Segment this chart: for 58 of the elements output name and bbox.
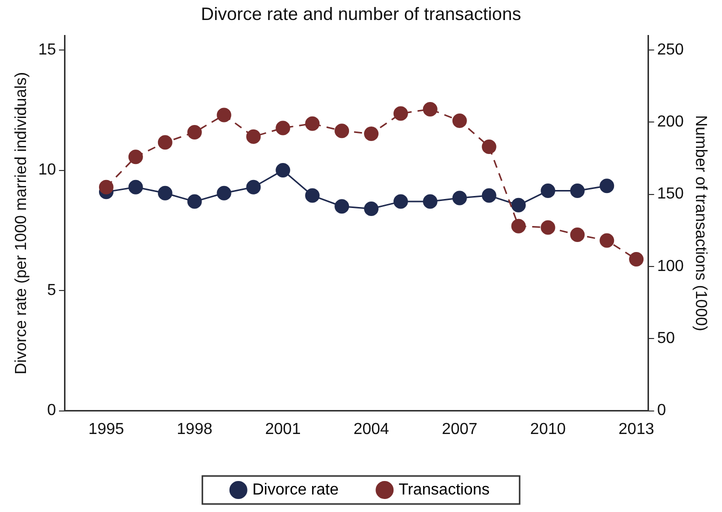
point bbox=[393, 194, 408, 209]
point bbox=[452, 113, 467, 128]
point bbox=[540, 183, 556, 198]
x-tick-label: 2013 bbox=[618, 420, 654, 438]
y2-tick-label: 0 bbox=[657, 402, 666, 420]
point bbox=[422, 102, 438, 116]
point bbox=[305, 188, 320, 203]
point bbox=[187, 125, 202, 140]
x-tick-label: 2001 bbox=[265, 420, 301, 438]
x-tick-label: 2007 bbox=[442, 420, 478, 438]
y-tick-label: 0 bbox=[47, 402, 56, 420]
point bbox=[187, 194, 202, 209]
point bbox=[482, 188, 496, 203]
point bbox=[511, 198, 526, 212]
point bbox=[364, 126, 379, 141]
y2-tick-label: 50 bbox=[657, 330, 676, 348]
y2-axis-title: Number of transactions (1000) bbox=[692, 115, 709, 332]
point bbox=[305, 116, 320, 131]
point bbox=[364, 202, 379, 216]
point bbox=[246, 129, 261, 144]
legend-label: Transactions bbox=[398, 481, 490, 498]
y-tick-label: 10 bbox=[38, 162, 56, 179]
point bbox=[216, 186, 232, 200]
y-tick-label: 15 bbox=[38, 41, 56, 58]
point bbox=[128, 180, 143, 194]
point bbox=[570, 227, 585, 242]
point bbox=[393, 106, 408, 121]
point bbox=[570, 183, 585, 198]
x-tick-label: 2010 bbox=[530, 420, 566, 438]
point bbox=[334, 124, 350, 138]
point bbox=[600, 233, 614, 248]
x-tick-label: 1998 bbox=[176, 420, 212, 438]
point bbox=[276, 163, 290, 178]
point bbox=[246, 180, 261, 194]
y2-tick-label: 250 bbox=[657, 41, 684, 58]
point bbox=[216, 108, 232, 122]
point bbox=[600, 178, 614, 194]
point bbox=[158, 186, 172, 200]
point bbox=[540, 220, 556, 235]
y2-tick-label: 100 bbox=[657, 258, 684, 275]
point bbox=[511, 218, 526, 234]
legend-label: Divorce rate bbox=[252, 481, 339, 498]
point bbox=[158, 135, 172, 150]
point bbox=[482, 139, 496, 154]
point bbox=[276, 120, 290, 136]
chart-title: Divorce rate and number of transactions bbox=[200, 4, 522, 24]
y2-tick-label: 150 bbox=[657, 186, 684, 203]
x-tick-label: 2004 bbox=[353, 420, 390, 438]
y-axis-title: Divorce rate (per 1000 married individuals) bbox=[13, 72, 30, 374]
point bbox=[98, 180, 114, 194]
point bbox=[422, 194, 438, 209]
y2-tick-label: 200 bbox=[657, 114, 684, 131]
point bbox=[334, 199, 350, 214]
point bbox=[629, 252, 644, 267]
y-tick-label: 5 bbox=[47, 282, 56, 299]
x-tick-label: 1995 bbox=[88, 420, 124, 438]
point bbox=[452, 190, 467, 206]
point bbox=[128, 150, 143, 164]
